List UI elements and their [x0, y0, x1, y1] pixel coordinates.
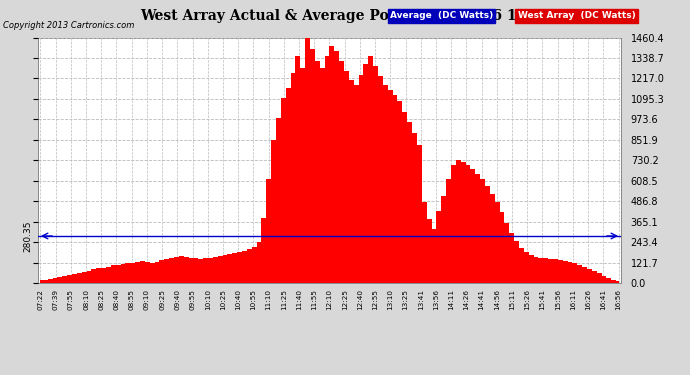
- Text: West Array Actual & Average Power Wed Feb 6 17:08: West Array Actual & Average Power Wed Fe…: [139, 9, 551, 23]
- Text: Copyright 2013 Cartronics.com: Copyright 2013 Cartronics.com: [3, 21, 135, 30]
- Text: Average  (DC Watts): Average (DC Watts): [390, 11, 493, 20]
- Text: West Array  (DC Watts): West Array (DC Watts): [518, 11, 635, 20]
- Text: 280.35: 280.35: [23, 220, 32, 252]
